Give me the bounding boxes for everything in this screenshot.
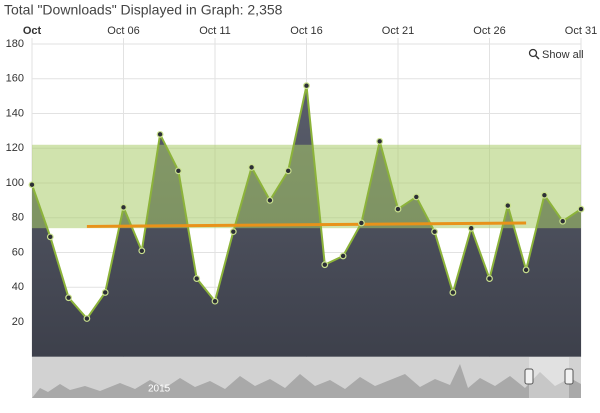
- data-point: [248, 163, 256, 171]
- zoom-icon: [534, 54, 540, 60]
- x-tick-label: Oct 31: [565, 25, 597, 37]
- data-point: [412, 193, 420, 201]
- y-tick-label: 20: [12, 316, 24, 328]
- reset-zoom-label: Show all: [542, 49, 584, 61]
- y-tick-label: 120: [6, 142, 24, 154]
- data-point: [577, 205, 585, 213]
- x-tick-label: Oct 11: [199, 25, 231, 37]
- data-point: [339, 252, 347, 260]
- data-point: [486, 275, 493, 282]
- y-tick-label: 100: [6, 177, 24, 189]
- data-point: [541, 191, 548, 199]
- y-tick-label: 80: [12, 212, 24, 224]
- data-point: [229, 228, 237, 236]
- data-point: [431, 228, 439, 236]
- x-tick-label: Oct 16: [290, 25, 322, 37]
- data-point: [193, 275, 201, 282]
- zoom-icon: [528, 48, 538, 58]
- data-point: [559, 217, 567, 225]
- data-point: [467, 224, 475, 232]
- x-tick-label: Oct 26: [473, 25, 505, 37]
- x-tick-label: Oct: [23, 25, 42, 37]
- data-point: [303, 82, 310, 90]
- x-tick-label: Oct 06: [107, 25, 139, 37]
- data-point: [394, 205, 402, 213]
- data-point: [65, 294, 72, 302]
- navigator-window[interactable]: [529, 357, 569, 398]
- y-tick-label: 180: [6, 38, 24, 50]
- data-point: [266, 196, 274, 204]
- data-point: [284, 167, 292, 175]
- data-point: [101, 289, 109, 296]
- data-point: [321, 261, 329, 269]
- data-point: [28, 181, 36, 189]
- data-point: [120, 203, 127, 211]
- trend-line: [86, 221, 527, 228]
- y-tick-label: 140: [6, 107, 24, 119]
- navigator-label: 2015: [148, 384, 171, 395]
- data-point: [156, 130, 164, 138]
- data-point: [376, 137, 384, 145]
- reset-zoom-button[interactable]: Show all: [528, 48, 584, 61]
- y-tick-label: 160: [6, 73, 24, 85]
- x-tick-label: Oct 21: [382, 25, 414, 37]
- data-point: [504, 202, 512, 209]
- data-point: [358, 219, 365, 227]
- navigator-handle[interactable]: [564, 368, 574, 385]
- data-point: [83, 315, 91, 322]
- data-point: [174, 167, 182, 175]
- data-point: [449, 289, 457, 296]
- data-point: [138, 247, 146, 255]
- y-tick-label: 40: [12, 281, 24, 293]
- data-point: [211, 297, 219, 305]
- chart-title: Total "Downloads" Displayed in Graph: 2,…: [4, 2, 283, 18]
- data-point: [46, 233, 54, 241]
- navigator-series: [32, 364, 581, 398]
- y-tick-label: 60: [12, 246, 24, 258]
- plot-band: [32, 144, 581, 229]
- data-point: [522, 266, 530, 274]
- navigator-handle[interactable]: [524, 368, 534, 385]
